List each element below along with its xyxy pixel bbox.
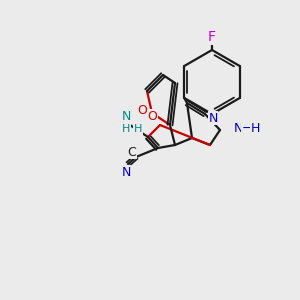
Text: N: N — [121, 110, 131, 124]
Text: N: N — [208, 112, 218, 124]
Text: H: H — [250, 122, 260, 134]
Text: O: O — [147, 110, 157, 122]
Text: C: C — [128, 146, 136, 158]
Text: −: − — [242, 122, 252, 134]
Text: H: H — [134, 124, 142, 134]
Text: N: N — [233, 122, 243, 134]
Text: N: N — [121, 166, 131, 178]
Text: H: H — [122, 124, 130, 134]
Text: O: O — [137, 104, 147, 118]
Text: F: F — [208, 30, 216, 44]
